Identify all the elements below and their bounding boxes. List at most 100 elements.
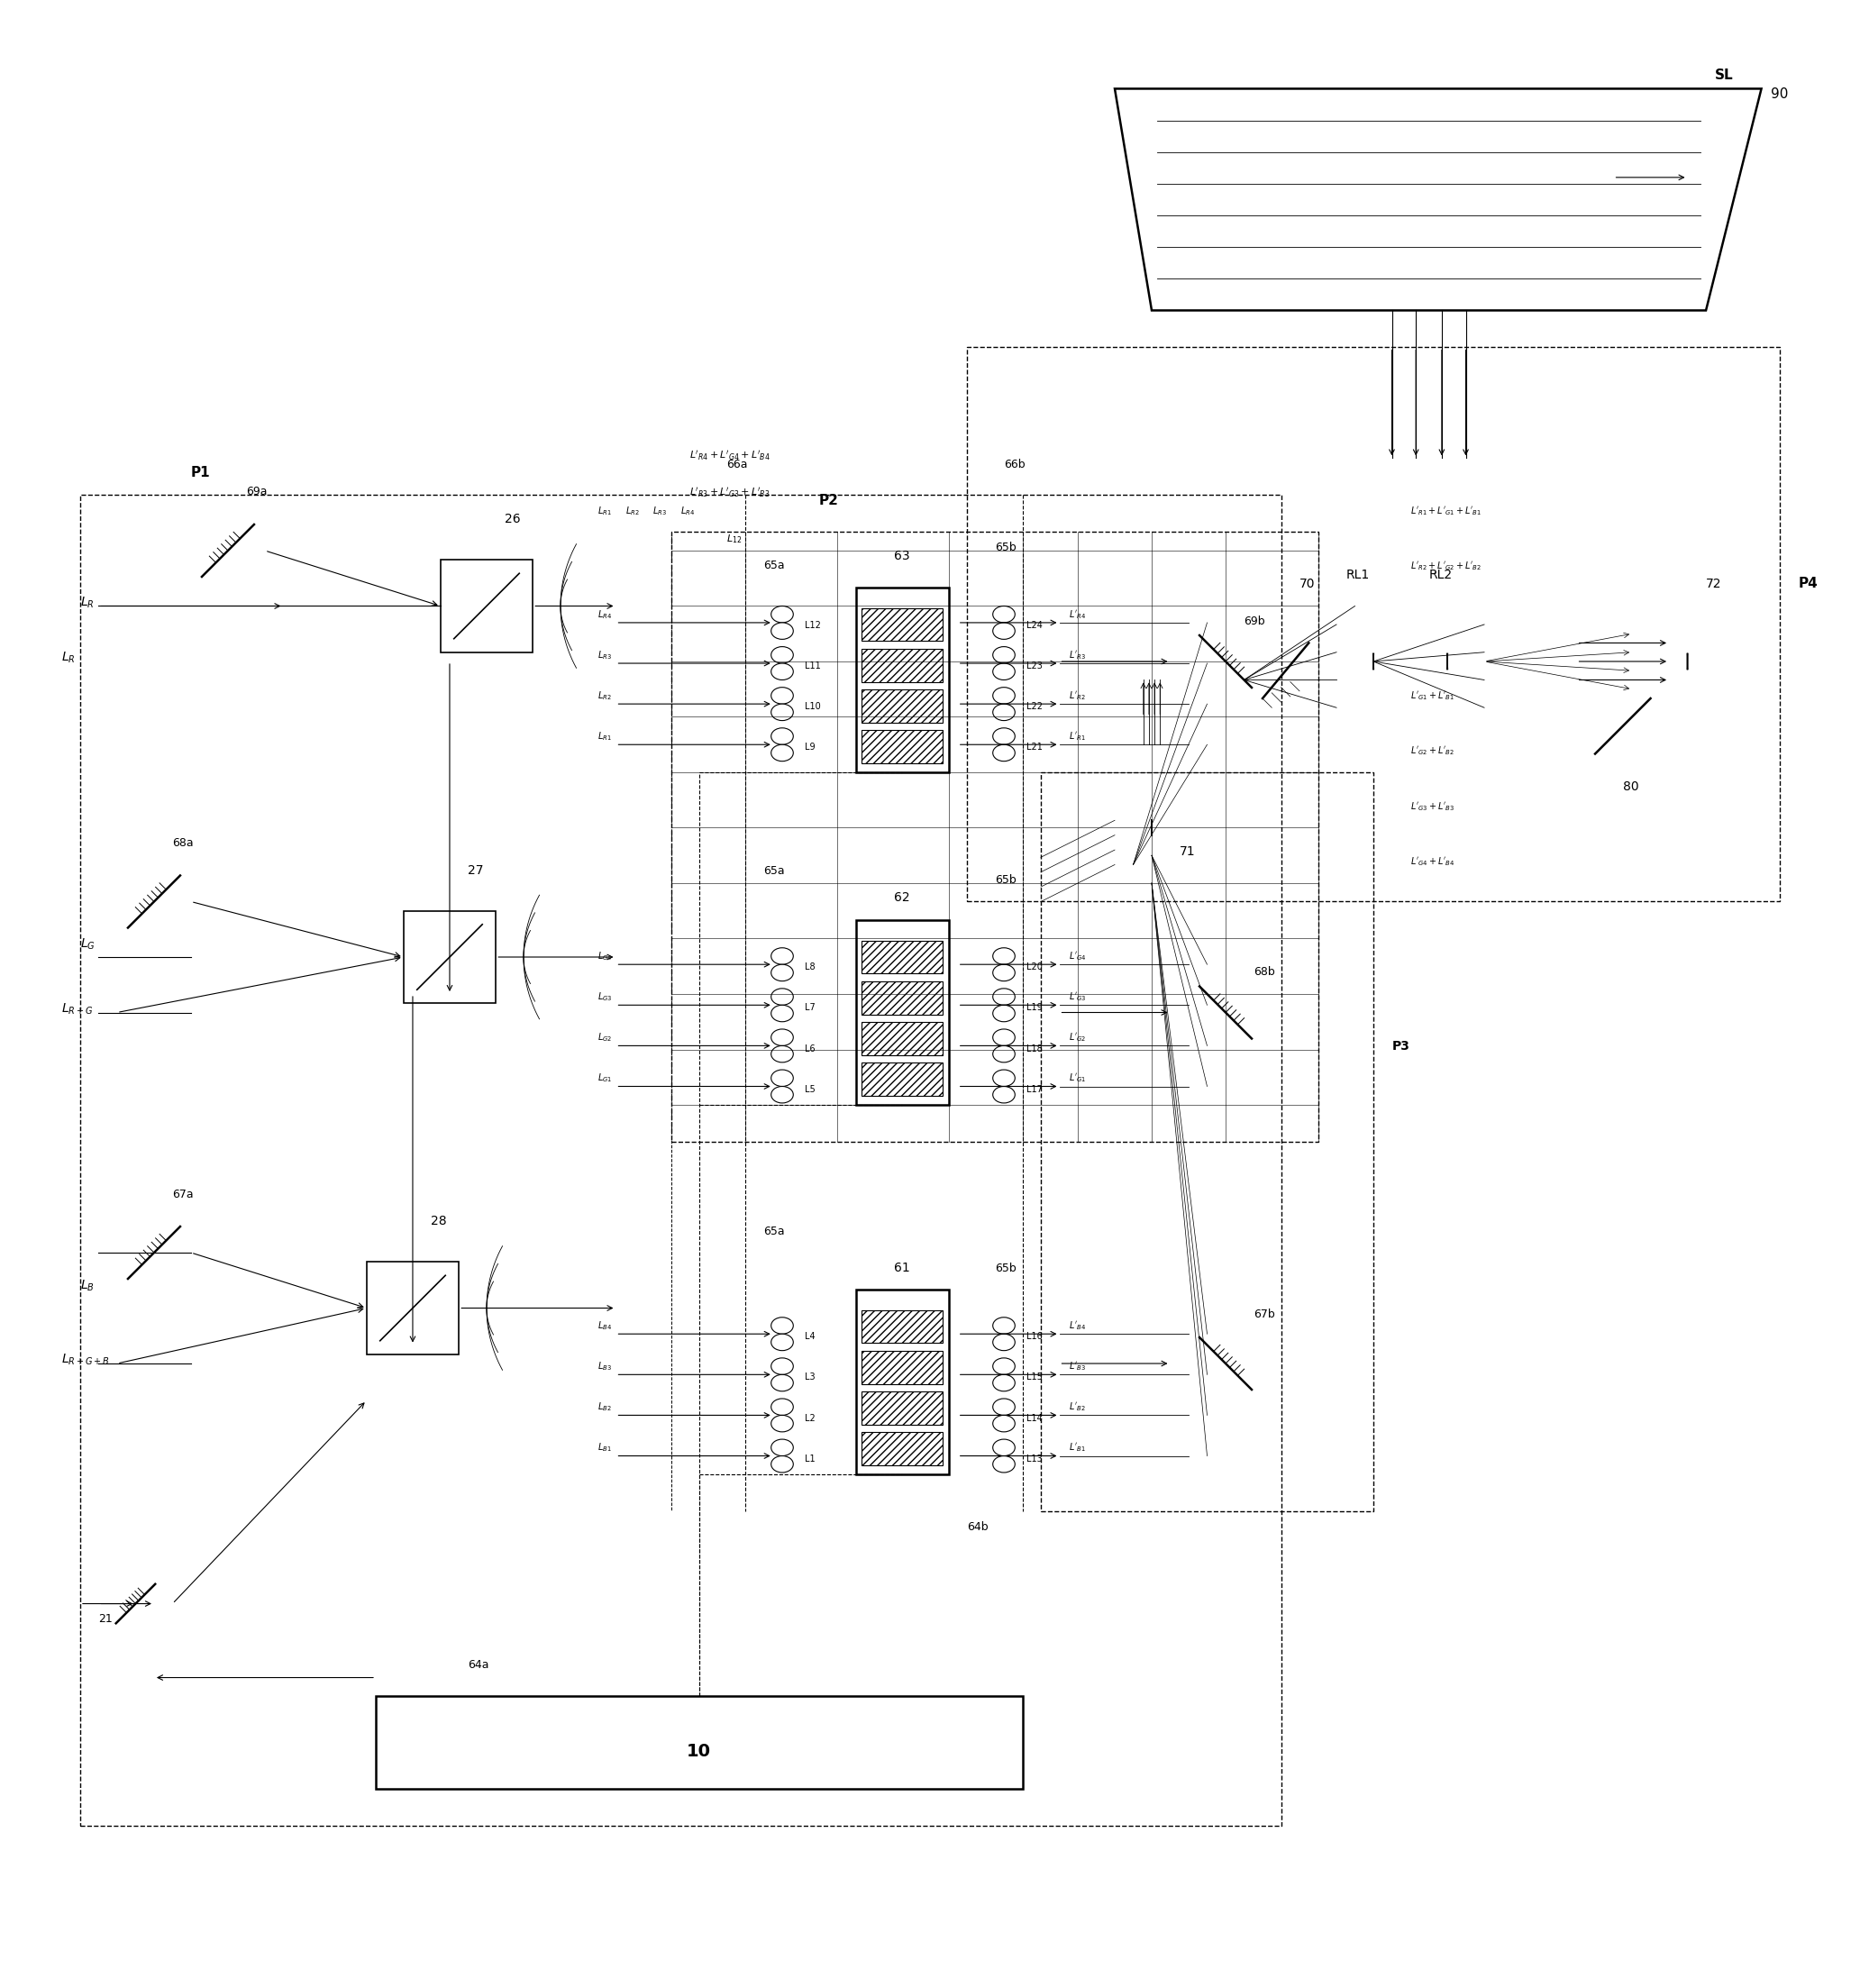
Ellipse shape [772,606,792,622]
Text: $L_{B4}$: $L_{B4}$ [597,1320,612,1332]
Text: L6: L6 [804,1044,815,1054]
Text: 10: 10 [686,1743,711,1759]
Text: $L'_{B3}$: $L'_{B3}$ [1068,1360,1086,1372]
Ellipse shape [772,1070,792,1085]
Text: L2: L2 [804,1413,815,1423]
Bar [861,1431,943,1465]
Text: 70: 70 [1300,579,1315,590]
Text: $L'_{G3}$: $L'_{G3}$ [1068,990,1086,1004]
Text: $L_{R1}$: $L_{R1}$ [597,730,612,742]
Text: L9: L9 [804,744,815,751]
Ellipse shape [993,1400,1016,1415]
Ellipse shape [772,1085,792,1103]
Text: 26: 26 [506,513,521,525]
Text: 64a: 64a [469,1660,489,1672]
Ellipse shape [993,1046,1016,1062]
Text: 90: 90 [1771,87,1789,101]
Ellipse shape [772,1318,792,1334]
Ellipse shape [772,1455,792,1473]
Ellipse shape [993,646,1016,664]
Text: 72: 72 [1706,579,1722,590]
Text: L17: L17 [1027,1085,1042,1093]
Text: L21: L21 [1027,744,1042,751]
Ellipse shape [993,1334,1016,1350]
Text: L3: L3 [804,1374,815,1382]
Ellipse shape [772,1374,792,1392]
Text: L13: L13 [1027,1453,1042,1463]
Ellipse shape [993,688,1016,704]
Bar [861,940,943,974]
Text: P2: P2 [818,493,839,507]
Text: $L_{B1}$: $L_{B1}$ [597,1441,612,1453]
Ellipse shape [772,646,792,664]
Text: P1: P1 [192,465,210,479]
Text: L7: L7 [804,1004,815,1012]
Text: $L_R$: $L_R$ [61,650,76,666]
Ellipse shape [993,1030,1016,1046]
Bar [376,1696,1023,1789]
Ellipse shape [993,664,1016,680]
Text: L23: L23 [1027,662,1042,670]
Text: 61: 61 [895,1260,910,1274]
Ellipse shape [993,622,1016,640]
Ellipse shape [993,1358,1016,1374]
Text: L11: L11 [804,662,820,670]
Text: L14: L14 [1027,1413,1042,1423]
Text: 71: 71 [1179,845,1196,859]
Text: $L'_{G2}$: $L'_{G2}$ [1068,1032,1086,1044]
Text: $L_{R4}$: $L_{R4}$ [597,608,612,620]
Text: L18: L18 [1027,1044,1042,1054]
Ellipse shape [772,1334,792,1350]
Bar [861,1022,943,1056]
Text: $L_{R+G+B}$: $L_{R+G+B}$ [61,1352,110,1368]
Ellipse shape [993,948,1016,964]
Text: 69a: 69a [246,487,268,497]
Text: $L_{G3}$: $L_{G3}$ [597,990,612,1004]
Text: $L'_{R3}+L'_{G3}+L'_{B3}$: $L'_{R3}+L'_{G3}+L'_{B3}$ [690,485,770,499]
Ellipse shape [772,988,792,1006]
Bar [856,920,949,1105]
Text: $L_G$: $L_G$ [80,936,95,952]
Text: $L_{G1}$: $L_{G1}$ [597,1072,612,1083]
Ellipse shape [993,1415,1016,1431]
Text: 68a: 68a [173,837,193,849]
Text: $L_{R3}$: $L_{R3}$ [653,505,668,517]
Bar [861,980,943,1014]
Text: $L_{R2}$: $L_{R2}$ [597,690,612,702]
Text: $L'_{R3}$: $L'_{R3}$ [1068,648,1086,662]
Text: $L'_{R4}+L'_{G4}+L'_{B4}$: $L'_{R4}+L'_{G4}+L'_{B4}$ [690,449,770,461]
Text: $L_B$: $L_B$ [80,1278,95,1294]
Text: L12: L12 [804,620,820,630]
Text: $L_{R4}$: $L_{R4}$ [681,505,696,517]
Text: $L_{R3}$: $L_{R3}$ [597,648,612,662]
Ellipse shape [993,1374,1016,1392]
Bar [861,648,943,682]
Ellipse shape [993,606,1016,622]
Text: SL: SL [1715,70,1734,82]
Text: 28: 28 [432,1215,446,1229]
Bar [861,690,943,722]
Ellipse shape [772,728,792,746]
Text: P4: P4 [1799,577,1817,590]
Text: $L'_{B4}$: $L'_{B4}$ [1068,1320,1086,1332]
Bar [856,588,949,771]
Text: L10: L10 [804,702,820,712]
Ellipse shape [772,1030,792,1046]
Text: L24: L24 [1027,620,1042,630]
Ellipse shape [993,964,1016,980]
Ellipse shape [993,746,1016,761]
Text: 64b: 64b [967,1521,988,1533]
Text: 27: 27 [469,865,484,877]
Ellipse shape [993,1085,1016,1103]
Ellipse shape [993,1006,1016,1022]
Ellipse shape [772,664,792,680]
Ellipse shape [772,622,792,640]
Text: 67a: 67a [173,1189,193,1201]
Text: $L'_{R4}$: $L'_{R4}$ [1068,608,1086,620]
Ellipse shape [772,704,792,720]
Text: 66b: 66b [1004,459,1025,469]
Text: $L'_{G1}+L'_{B1}$: $L'_{G1}+L'_{B1}$ [1410,690,1455,702]
Text: $L'_{G4}+L'_{B4}$: $L'_{G4}+L'_{B4}$ [1410,855,1455,869]
Text: L5: L5 [804,1085,815,1093]
Bar [856,1290,949,1475]
